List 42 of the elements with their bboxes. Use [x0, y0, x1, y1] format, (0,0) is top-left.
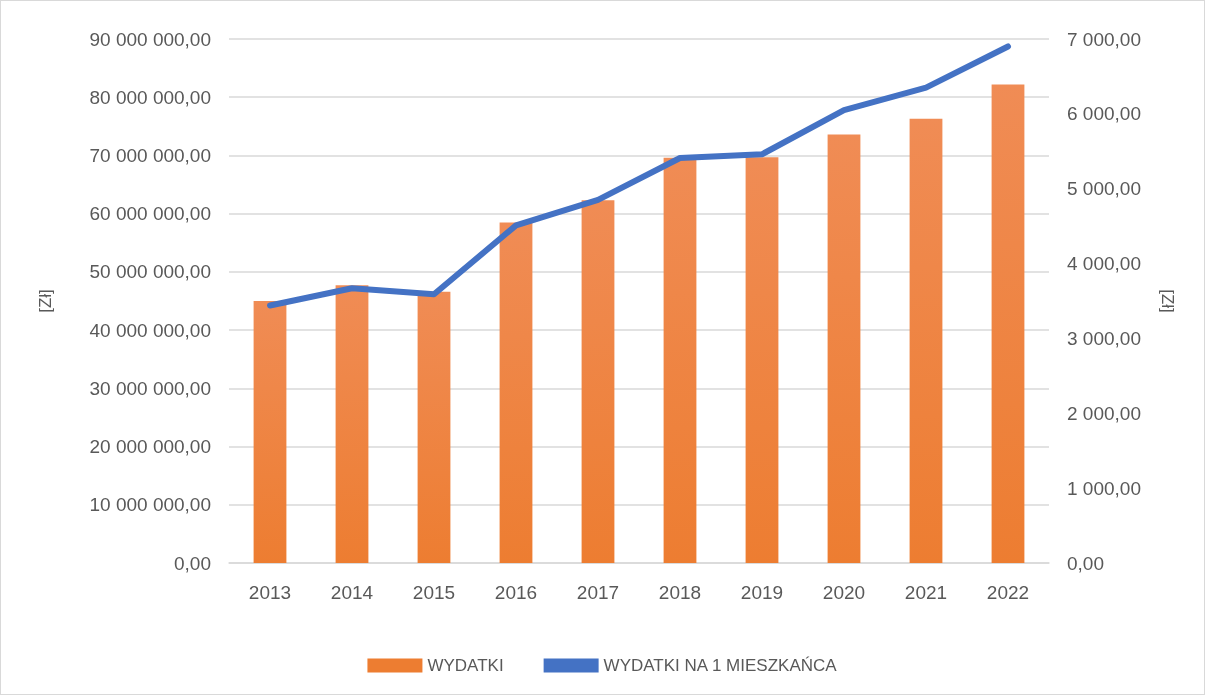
bar [991, 84, 1025, 563]
x-tick-label: 2018 [658, 582, 702, 603]
bar [827, 134, 861, 563]
y2-axis-title: [Zł] [1158, 289, 1177, 313]
y2-tick-label: 3 000,00 [1067, 327, 1141, 349]
x-tick-label: 2020 [822, 582, 866, 603]
x-tick-label: 2019 [740, 582, 784, 603]
x-tick-label: 2014 [330, 582, 374, 603]
legend-label: WYDATKI [427, 656, 504, 675]
bar [745, 157, 779, 563]
y2-tick-label: 7 000,00 [1067, 28, 1141, 50]
bar [417, 291, 451, 563]
y-tick-label: 0,00 [174, 552, 211, 574]
x-tick-label: 2015 [412, 582, 456, 603]
x-tick-label: 2013 [248, 582, 292, 603]
x-tick-label: 2022 [986, 582, 1030, 603]
bar [253, 301, 287, 563]
y-tick-label: 20 000 000,00 [89, 436, 211, 458]
y2-tick-label: 5 000,00 [1067, 178, 1141, 200]
y2-tick-label: 6 000,00 [1067, 103, 1141, 125]
y-tick-label: 40 000 000,00 [89, 319, 211, 341]
bar [335, 285, 369, 563]
x-tick-label: 2017 [576, 582, 620, 603]
y-tick-label: 10 000 000,00 [89, 494, 211, 516]
y2-tick-label: 1 000,00 [1067, 477, 1141, 499]
bar [909, 118, 943, 563]
y-tick-label: 70 000 000,00 [89, 144, 211, 166]
y2-tick-label: 2 000,00 [1067, 402, 1141, 424]
bar [663, 157, 697, 563]
y-axis-title: [Zł] [36, 289, 55, 313]
bar [499, 222, 533, 563]
x-tick-label: 2021 [904, 582, 948, 603]
y2-tick-label: 4 000,00 [1067, 253, 1141, 275]
legend-label: WYDATKI NA 1 MIESZKAŃCA [603, 656, 838, 675]
y2-tick-label: 0,00 [1067, 552, 1104, 574]
y-tick-label: 60 000 000,00 [89, 203, 211, 225]
y-tick-label: 50 000 000,00 [89, 261, 211, 283]
y-tick-label: 30 000 000,00 [89, 377, 211, 399]
y-tick-label: 90 000 000,00 [89, 28, 211, 50]
bar [581, 200, 615, 563]
x-tick-label: 2016 [494, 582, 538, 603]
y-tick-label: 80 000 000,00 [89, 86, 211, 108]
